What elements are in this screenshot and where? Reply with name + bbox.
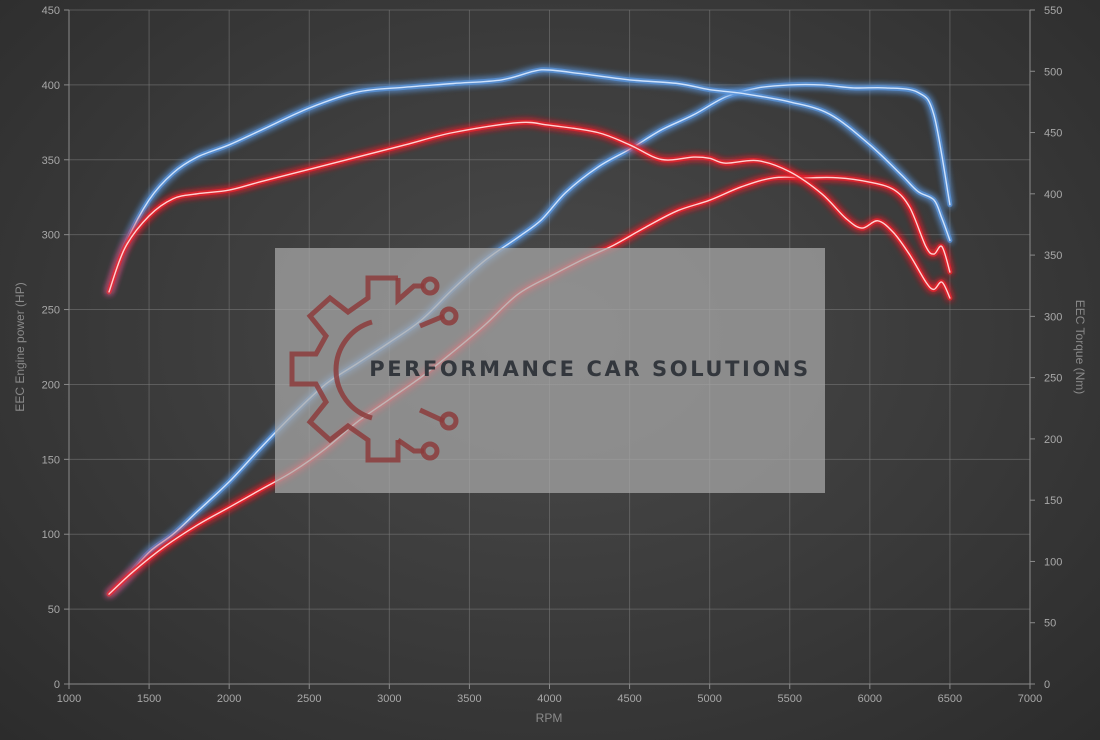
x-tick-label: 6000 [858, 693, 882, 705]
left-tick-label: 0 [54, 679, 60, 691]
left-tick-label: 150 [42, 454, 60, 466]
series-stock-torque-line [106, 119, 953, 301]
left-tick-label: 450 [42, 5, 60, 17]
series-core [108, 69, 951, 293]
watermark-text: PERFORMANCE CAR SOLUTIONS [369, 357, 811, 381]
right-tick-label: 300 [1044, 311, 1062, 323]
x-tick-label: 3000 [377, 693, 401, 705]
right-tick-label: 450 [1044, 128, 1062, 140]
left-tick-label: 100 [42, 529, 60, 541]
x-tick-label: 2500 [297, 693, 321, 705]
right-tick-label: 550 [1044, 5, 1062, 17]
right-tick-label: 350 [1044, 250, 1062, 262]
left-tick-label: 300 [42, 230, 60, 242]
right-tick-label: 200 [1044, 434, 1062, 446]
right-axis-title: EEC Torque (Nm) [1073, 300, 1087, 394]
right-tick-label: 500 [1044, 66, 1062, 78]
series-core [108, 121, 951, 299]
right-tick-label: 400 [1044, 189, 1062, 201]
left-tick-label: 250 [42, 305, 60, 317]
right-tick-label: 100 [1044, 556, 1062, 568]
series-core [108, 83, 951, 595]
left-tick-label: 400 [42, 80, 60, 92]
left-tick-label: 50 [48, 604, 60, 616]
x-tick-label: 4000 [537, 693, 561, 705]
right-tick-label: 0 [1044, 679, 1050, 691]
left-tick-label: 350 [42, 155, 60, 167]
series-tuned-torque-line [106, 67, 953, 295]
x-tick-label: 5000 [697, 693, 721, 705]
x-tick-label: 1000 [57, 693, 81, 705]
axes [64, 9, 1035, 689]
x-tick-label: 5500 [778, 693, 802, 705]
series-tuned-power-line [106, 82, 953, 597]
x-axis-title: RPM [536, 711, 563, 725]
tick-labels: 1000 1500 2000 2500 3000 3500 4000 4500 5000 5500… [42, 5, 1063, 705]
x-tick-label: 1500 [137, 693, 161, 705]
right-tick-label: 150 [1044, 495, 1062, 507]
x-tick-label: 2000 [217, 693, 241, 705]
x-tick-label: 4500 [617, 693, 641, 705]
x-tick-label: 3500 [457, 693, 481, 705]
left-axis-title: EEC Engine power (HP) [13, 282, 27, 411]
x-tick-label: 6500 [938, 693, 962, 705]
right-tick-label: 250 [1044, 373, 1062, 385]
gear-circuit-logo-icon [289, 275, 459, 463]
watermark: PERFORMANCE CAR SOLUTIONS [275, 248, 825, 493]
right-tick-label: 50 [1044, 618, 1056, 630]
left-tick-label: 200 [42, 379, 60, 391]
x-tick-label: 7000 [1018, 693, 1042, 705]
